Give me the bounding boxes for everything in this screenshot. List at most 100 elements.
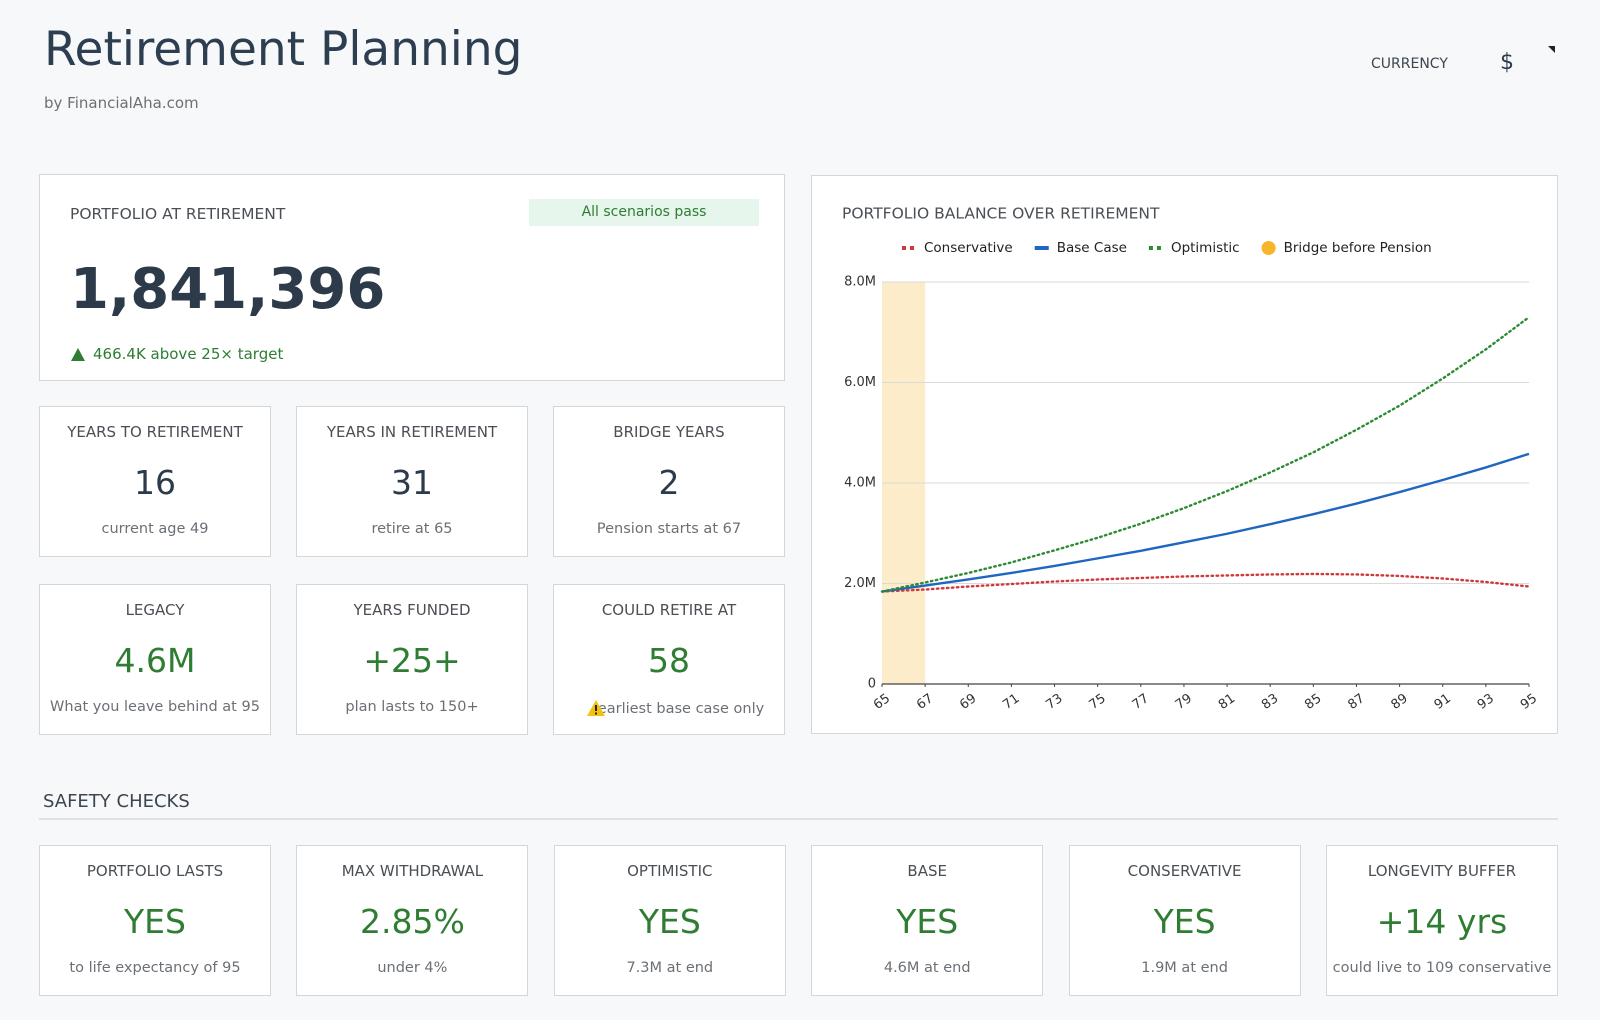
legend-marker xyxy=(1261,241,1276,255)
kpi-card: YEARS IN RETIREMENT 31 retire at 65 xyxy=(296,406,528,557)
kpi-card: LEGACY 4.6M What you leave behind at 95 xyxy=(39,584,271,735)
kpi-label: LEGACY xyxy=(125,601,185,619)
section-divider xyxy=(39,818,1558,820)
kpi-label: BRIDGE YEARS xyxy=(613,423,725,441)
x-tick-label: 91 xyxy=(1432,691,1454,713)
kpi-note: current age 49 xyxy=(101,521,209,537)
x-tick-label: 67 xyxy=(914,691,936,713)
legend-marker xyxy=(902,246,906,250)
currency-label: CURRENCY xyxy=(1371,56,1448,72)
legend-marker xyxy=(1034,246,1049,250)
check-card: PORTFOLIO LASTS YES to life expectancy of … xyxy=(39,845,271,996)
kpi-value: 31 xyxy=(391,463,433,502)
y-tick-label: 4.0M xyxy=(844,476,876,491)
kpi-note: Pension starts at 67 xyxy=(596,521,742,537)
portfolio-label: PORTFOLIO AT RETIREMENT xyxy=(70,205,286,223)
check-card: BASE YES 4.6M at end xyxy=(811,845,1044,996)
legend-label: Optimistic xyxy=(1171,240,1240,256)
chart: PORTFOLIO BALANCE OVER RETIREMENT 0 2.0M 4… xyxy=(842,205,1540,713)
page-title: Retirement Planning xyxy=(44,22,523,77)
dropdown-arrow[interactable] xyxy=(1548,46,1555,53)
check-card: MAX WITHDRAWAL 2.85% under 4% xyxy=(296,845,529,996)
kpi-card: YEARS TO RETIREMENT 16 current age 49 xyxy=(39,406,271,557)
x-tick-label: 65 xyxy=(871,691,893,713)
check-card: CONSERVATIVE YES 1.9M at end xyxy=(1068,845,1301,996)
check-note: 1.9M at end xyxy=(1141,960,1228,976)
check-note: 7.3M at end xyxy=(626,960,714,976)
x-tick-label: 71 xyxy=(1000,691,1022,713)
y-tick-label: 0 xyxy=(868,677,876,692)
check-value: +14 yrs xyxy=(1376,902,1508,941)
x-tick-label: 81 xyxy=(1216,691,1238,713)
legend-marker xyxy=(1156,246,1161,250)
check-label: OPTIMISTIC xyxy=(627,862,713,880)
kpi-label: YEARS TO RETIREMENT xyxy=(67,423,243,441)
x-tick-label: 95 xyxy=(1518,691,1540,713)
check-label: BASE xyxy=(907,862,947,880)
y-tick-label: 2.0M xyxy=(844,576,876,591)
check-note: under 4% xyxy=(377,960,448,976)
up-triangle xyxy=(71,348,85,361)
x-tick-label: 75 xyxy=(1087,691,1109,713)
x-tick-label: 69 xyxy=(957,691,979,713)
kpi-card: BRIDGE YEARS 2 Pension starts at 67 xyxy=(553,406,785,557)
legend-label: Bridge before Pension xyxy=(1284,240,1432,256)
check-card: OPTIMISTIC YES 7.3M at end xyxy=(553,845,786,996)
check-label: CONSERVATIVE xyxy=(1127,862,1242,880)
check-value: YES xyxy=(896,902,959,941)
y-tick-label: 6.0M xyxy=(844,375,876,390)
check-value: YES xyxy=(124,902,186,941)
x-tick-label: 93 xyxy=(1475,691,1497,713)
chart-card: PORTFOLIO BALANCE OVER RETIREMENT 0 2.0M 4… xyxy=(811,175,1558,734)
kpi-value: 58 xyxy=(648,641,690,680)
kpi-note: retire at 65 xyxy=(371,521,453,537)
kpi-value: 4.6M xyxy=(114,641,196,680)
series-line xyxy=(880,572,1531,593)
kpi-note: earliest base case only xyxy=(554,699,784,717)
check-label: MAX WITHDRAWAL xyxy=(341,862,484,880)
kpi-label: YEARS IN RETIREMENT xyxy=(326,423,498,441)
check-note: could live to 109 conservative xyxy=(1332,960,1552,976)
page-subtitle: by FinancialAha.com xyxy=(44,94,199,112)
check-note: 4.6M at end xyxy=(883,960,971,976)
x-tick-label: 77 xyxy=(1130,691,1152,713)
x-tick-label: 73 xyxy=(1043,691,1065,713)
x-tick-label: 87 xyxy=(1345,691,1367,713)
portfolio-card: PORTFOLIO AT RETIREMENT All scenarios pa… xyxy=(39,174,785,381)
legend-marker xyxy=(910,246,914,250)
x-tick-label: 89 xyxy=(1389,691,1411,713)
chart-title: PORTFOLIO BALANCE OVER RETIREMENT xyxy=(842,205,1160,223)
legend-marker xyxy=(1148,246,1153,250)
check-label: LONGEVITY BUFFER xyxy=(1367,862,1517,880)
check-card: LONGEVITY BUFFER +14 yrs could live to 109… xyxy=(1326,845,1558,996)
kpi-label: YEARS FUNDED xyxy=(353,601,471,619)
kpi-value: 16 xyxy=(134,463,176,502)
warning-icon xyxy=(586,700,605,716)
legend-label: Base Case xyxy=(1057,240,1127,256)
kpi-value: +25+ xyxy=(363,641,461,680)
portfolio-value: 1,841,396 xyxy=(70,257,386,322)
series-line xyxy=(881,452,1530,593)
legend-label: Conservative xyxy=(924,240,1013,256)
kpi-note: What you leave behind at 95 xyxy=(50,699,260,715)
x-tick-label: 79 xyxy=(1173,691,1195,713)
kpi-value: 2 xyxy=(658,463,680,502)
x-tick-label: 85 xyxy=(1302,691,1324,713)
currency-select[interactable]: $ xyxy=(1500,50,1514,75)
check-value: YES xyxy=(1153,902,1216,941)
status-badge: All scenarios pass xyxy=(529,199,759,226)
check-value: YES xyxy=(638,902,701,941)
check-note: to life expectancy of 95 xyxy=(69,960,241,976)
kpi-note: plan lasts to 150+ xyxy=(345,699,479,715)
kpi-label: COULD RETIRE AT xyxy=(601,601,737,619)
section-title: SAFETY CHECKS xyxy=(43,791,190,812)
check-value: 2.85% xyxy=(359,902,465,941)
y-tick-label: 8.0M xyxy=(844,275,876,290)
portfolio-note: 466.4K above 25× target xyxy=(93,345,284,363)
check-label: PORTFOLIO LASTS xyxy=(86,862,224,880)
kpi-card: YEARS FUNDED +25+ plan lasts to 150+ xyxy=(296,584,528,735)
kpi-card: COULD RETIRE AT 58 earliest base case only xyxy=(553,584,785,735)
x-tick-label: 83 xyxy=(1259,691,1281,713)
series-line xyxy=(880,315,1531,593)
